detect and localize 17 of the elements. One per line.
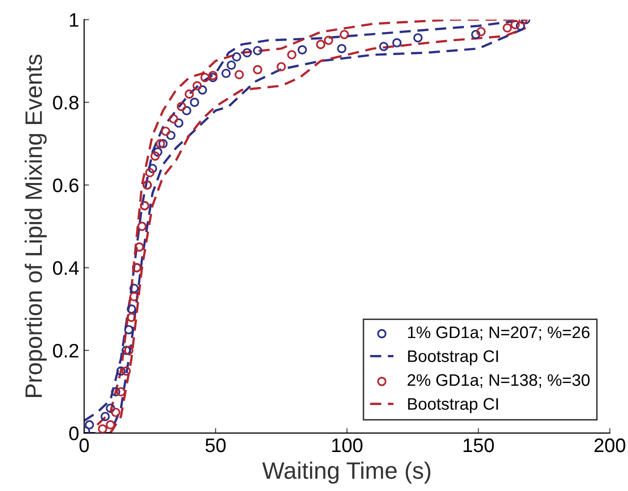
x-tick-label: 150 [464, 438, 494, 452]
x-axis-title: Waiting Time (s) [262, 462, 430, 484]
y-tick-label: 1 [70, 13, 78, 27]
legend-label: Bootstrap CI [408, 350, 498, 366]
x-tick-label: 100 [332, 438, 362, 452]
y-tick-label: 0 [69, 426, 79, 440]
x-tick-label: 0 [80, 438, 89, 452]
legend-label: Bootstrap CI [408, 398, 498, 414]
y-tick-label: 0.6 [53, 178, 78, 192]
y-axis-title: Proportion of Lipid Mixing Events [24, 54, 47, 397]
x-tick-label: 200 [594, 438, 626, 452]
legend-label: 2% GD1a; N=138; %=30 [408, 374, 590, 388]
y-tick-label: 0.2 [53, 344, 78, 358]
y-tick-label: 0.4 [53, 261, 79, 275]
legend-label: 1% GD1a; N=207; %=26 [408, 326, 590, 340]
x-tick-label: 50 [206, 438, 226, 452]
y-tick-label: 0.8 [53, 96, 78, 110]
